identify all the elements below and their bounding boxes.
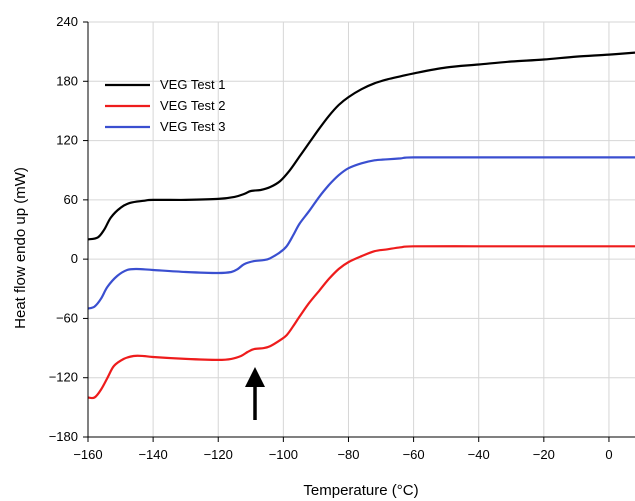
y-tick-label: 60 [64, 192, 78, 207]
series-lines [87, 51, 635, 400]
y-tick-label: 120 [56, 133, 78, 148]
grid [87, 21, 635, 438]
series-line-1 [87, 51, 635, 241]
legend: VEG Test 1 VEG Test 2 VEG Test 3 [105, 77, 226, 134]
y-tick-label: −180 [49, 429, 78, 444]
legend-label-1: VEG Test 1 [160, 77, 226, 92]
x-tick-label: 0 [605, 447, 612, 462]
legend-label-2: VEG Test 2 [160, 98, 226, 113]
y-tick-label: −60 [56, 310, 78, 325]
x-axis-label: Temperature (°C) [303, 482, 418, 499]
y-tick-label: 240 [56, 14, 78, 29]
annotation-arrow [245, 367, 265, 420]
legend-label-3: VEG Test 3 [160, 119, 226, 134]
y-tick-label: 0 [71, 251, 78, 266]
annotation-arrow-head [245, 367, 265, 387]
x-tick-label: −60 [403, 447, 425, 462]
y-axis-label: Heat flow endo up (mW) [12, 167, 29, 329]
x-tick-label: −40 [468, 447, 490, 462]
x-tick-label: −140 [138, 447, 167, 462]
x-tick-label: −100 [269, 447, 298, 462]
x-tick-label: −20 [533, 447, 555, 462]
series-line-3 [87, 156, 635, 310]
y-tick-label: 180 [56, 73, 78, 88]
tick-labels: −160 −140 −120 −100 −80 −60 −40 −20 0 −180 −120 −60… [49, 14, 613, 462]
y-tick-label: −120 [49, 370, 78, 385]
x-tick-label: −120 [204, 447, 233, 462]
series-line-2 [87, 245, 635, 400]
x-tick-label: −160 [73, 447, 102, 462]
x-tick-label: −80 [337, 447, 359, 462]
axes [83, 21, 635, 442]
